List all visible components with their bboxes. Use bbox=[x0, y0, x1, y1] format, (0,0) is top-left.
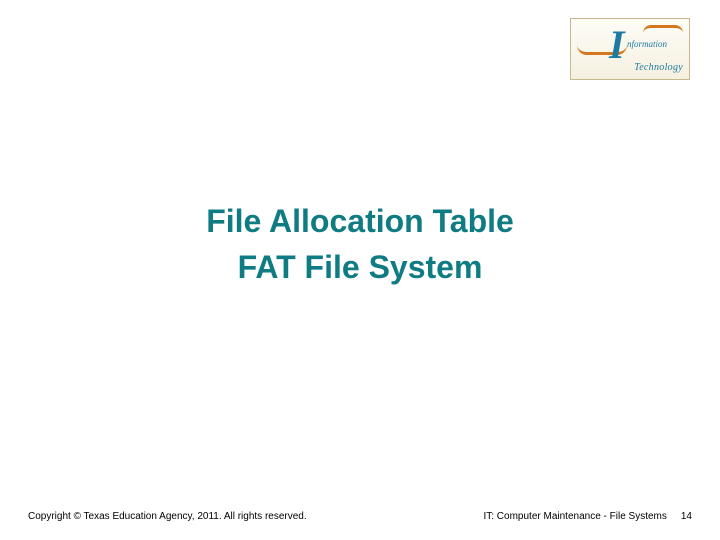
logo-inner: I nformation Technology bbox=[571, 19, 689, 79]
title-line-1: File Allocation Table bbox=[0, 198, 720, 244]
footer: Copyright © Texas Education Agency, 2011… bbox=[28, 511, 692, 522]
logo-word2: Technology bbox=[634, 62, 683, 73]
logo: I nformation Technology bbox=[570, 18, 690, 80]
logo-swoosh2-icon bbox=[643, 25, 683, 33]
footer-right: IT: Computer Maintenance - File Systems … bbox=[483, 511, 692, 522]
page-number: 14 bbox=[681, 511, 692, 522]
footer-copyright: Copyright © Texas Education Agency, 2011… bbox=[28, 511, 307, 522]
logo-word1: nformation bbox=[627, 39, 667, 49]
logo-letter: I bbox=[609, 21, 625, 68]
footer-right-text: IT: Computer Maintenance - File Systems bbox=[483, 511, 666, 522]
title-block: File Allocation Table FAT File System bbox=[0, 198, 720, 291]
title-line-2: FAT File System bbox=[0, 244, 720, 290]
